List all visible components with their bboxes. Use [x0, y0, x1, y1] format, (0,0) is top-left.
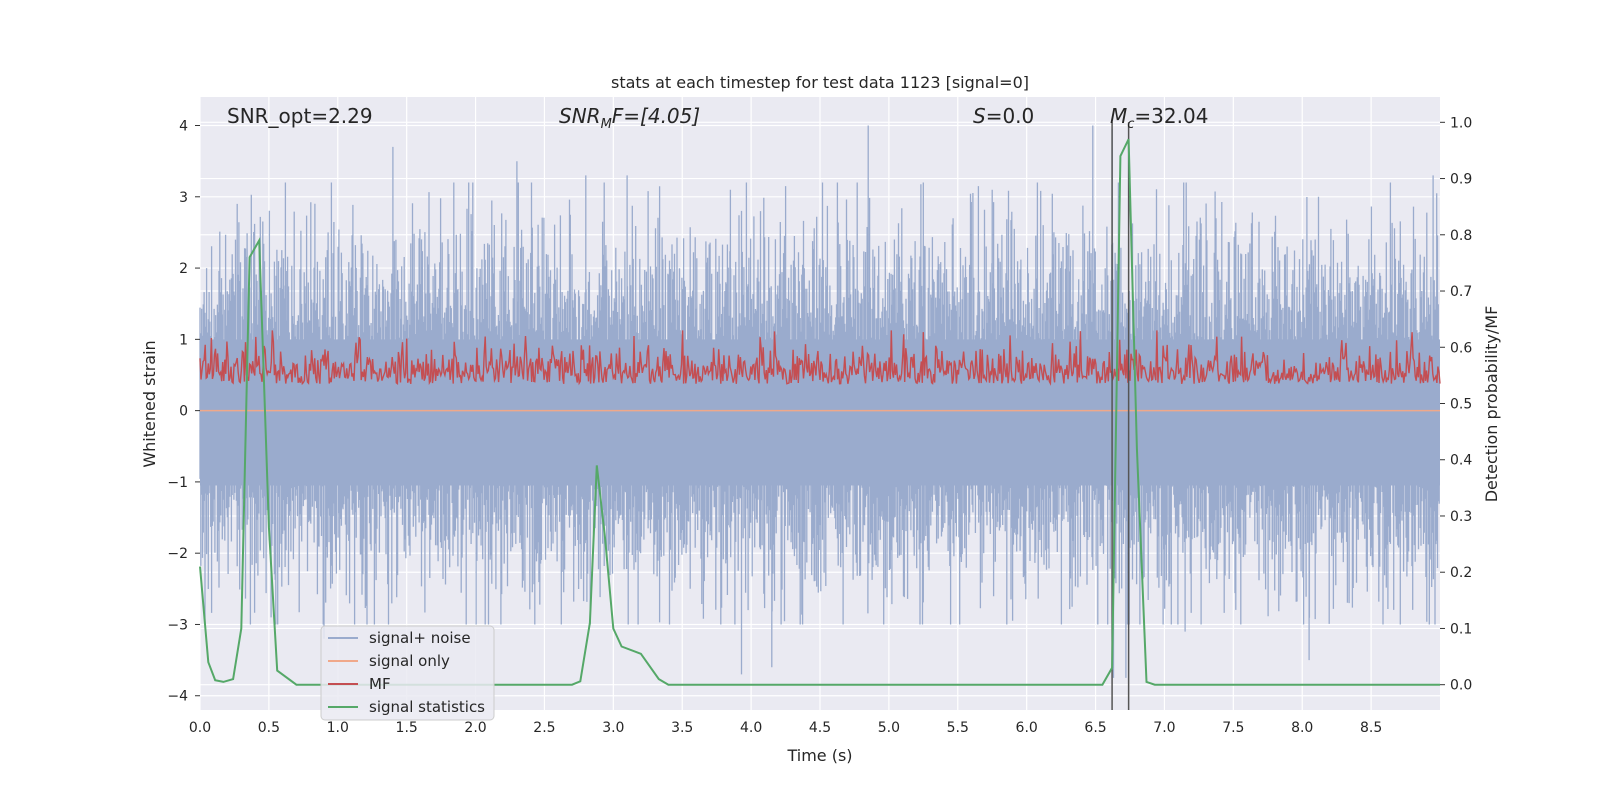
- annotation-s-rest: =0.0: [986, 104, 1035, 128]
- legend: signal+ noise signal only MF signal stat…: [320, 625, 495, 721]
- annotation-snr-mf-rest: F=[4.05]: [612, 104, 700, 128]
- y-tick-label-right: 0.8: [1450, 228, 1472, 244]
- y-tick-label-left: −2: [167, 546, 188, 562]
- series-layer: [199, 122, 1441, 710]
- y-tick-label-right: 0.9: [1450, 172, 1472, 188]
- annotation-mc-rest: =32.04: [1134, 104, 1208, 128]
- series-mf: [199, 330, 1441, 386]
- legend-label-mf: MF: [369, 675, 391, 693]
- y-tick-label-right: 0.3: [1450, 509, 1472, 525]
- annotation-snr-opt: SNR_opt=2.29: [227, 104, 373, 128]
- annotation-mc-sub: c: [1127, 117, 1134, 132]
- x-tick-label: 7.0: [1153, 720, 1175, 736]
- y-tick-label-right: 1.0: [1450, 115, 1472, 131]
- x-axis-label: Time (s): [786, 746, 852, 765]
- chart-title: stats at each timestep for test data 112…: [611, 73, 1029, 92]
- y-tick-label-left: 4: [179, 119, 188, 135]
- legend-label-signal-statistics: signal statistics: [369, 698, 485, 716]
- x-tick-label: 2.5: [533, 720, 555, 736]
- annotation-snr-mf-sub: M: [601, 117, 612, 132]
- y-tick-label-left: 2: [179, 261, 188, 277]
- y-tick-label-right: 0.2: [1450, 565, 1472, 581]
- y-tick-label-right: 0.5: [1450, 397, 1472, 413]
- x-tick-label: 2.0: [464, 720, 486, 736]
- annotation-snr-mf-base: SNR: [559, 104, 601, 128]
- x-tick-label: 5.0: [878, 720, 900, 736]
- x-tick-label: 6.5: [1084, 720, 1106, 736]
- annotation-s-var: S: [973, 104, 986, 128]
- x-tick-label: 4.5: [809, 720, 831, 736]
- y-tick-label-left: −3: [167, 617, 188, 633]
- annotation-mc-var: M: [1110, 104, 1127, 128]
- y-tick-label-left: −1: [167, 475, 188, 491]
- annotation-s: S=0.0: [973, 104, 1034, 128]
- x-tick-label: 7.5: [1222, 720, 1244, 736]
- x-tick-label: 3.0: [602, 720, 624, 736]
- x-tick-label: 1.5: [396, 720, 418, 736]
- annotation-snr-mf: SNRMF=[4.05]: [559, 104, 700, 132]
- x-tick-label: 0.0: [189, 720, 211, 736]
- y-tick-label-right: 0.1: [1450, 621, 1472, 637]
- x-tick-label: 8.5: [1360, 720, 1382, 736]
- y-tick-label-left: −4: [167, 689, 188, 705]
- x-tick-label: 5.5: [947, 720, 969, 736]
- y-tick-label-left: 1: [179, 332, 188, 348]
- axes-layer: 0.0 0.5 1.0 1.5 2.0 2.5 3.0 3.5 4.0 4.5 5.0 5.5 6.0 6…: [167, 115, 1472, 736]
- legend-label-signal-only: signal only: [369, 652, 450, 670]
- x-tick-label: 1.0: [327, 720, 349, 736]
- x-tick-label: 0.5: [258, 720, 280, 736]
- y-tick-label-right: 0.0: [1450, 678, 1472, 694]
- x-tick-label: 6.0: [1016, 720, 1038, 736]
- x-tick-label: 8.0: [1291, 720, 1313, 736]
- x-tick-label: 4.0: [740, 720, 762, 736]
- legend-box: [320, 625, 495, 721]
- y-tick-label-right: 0.4: [1450, 453, 1472, 469]
- y-tick-label-left: 3: [179, 190, 188, 206]
- x-tick-label: 3.5: [671, 720, 693, 736]
- annotation-mc: Mc=32.04: [1110, 104, 1208, 132]
- y-tick-label-left: 0: [179, 404, 188, 420]
- y-tick-label-right: 0.6: [1450, 340, 1472, 356]
- y-axis-label-left: Whitened strain: [140, 340, 159, 467]
- series-signal-statistics: [199, 138, 1440, 686]
- y-axis-label-right: Detection probability/MF: [1482, 306, 1501, 503]
- legend-label-signal-noise: signal+ noise: [369, 629, 471, 647]
- y-tick-label-right: 0.7: [1450, 284, 1472, 300]
